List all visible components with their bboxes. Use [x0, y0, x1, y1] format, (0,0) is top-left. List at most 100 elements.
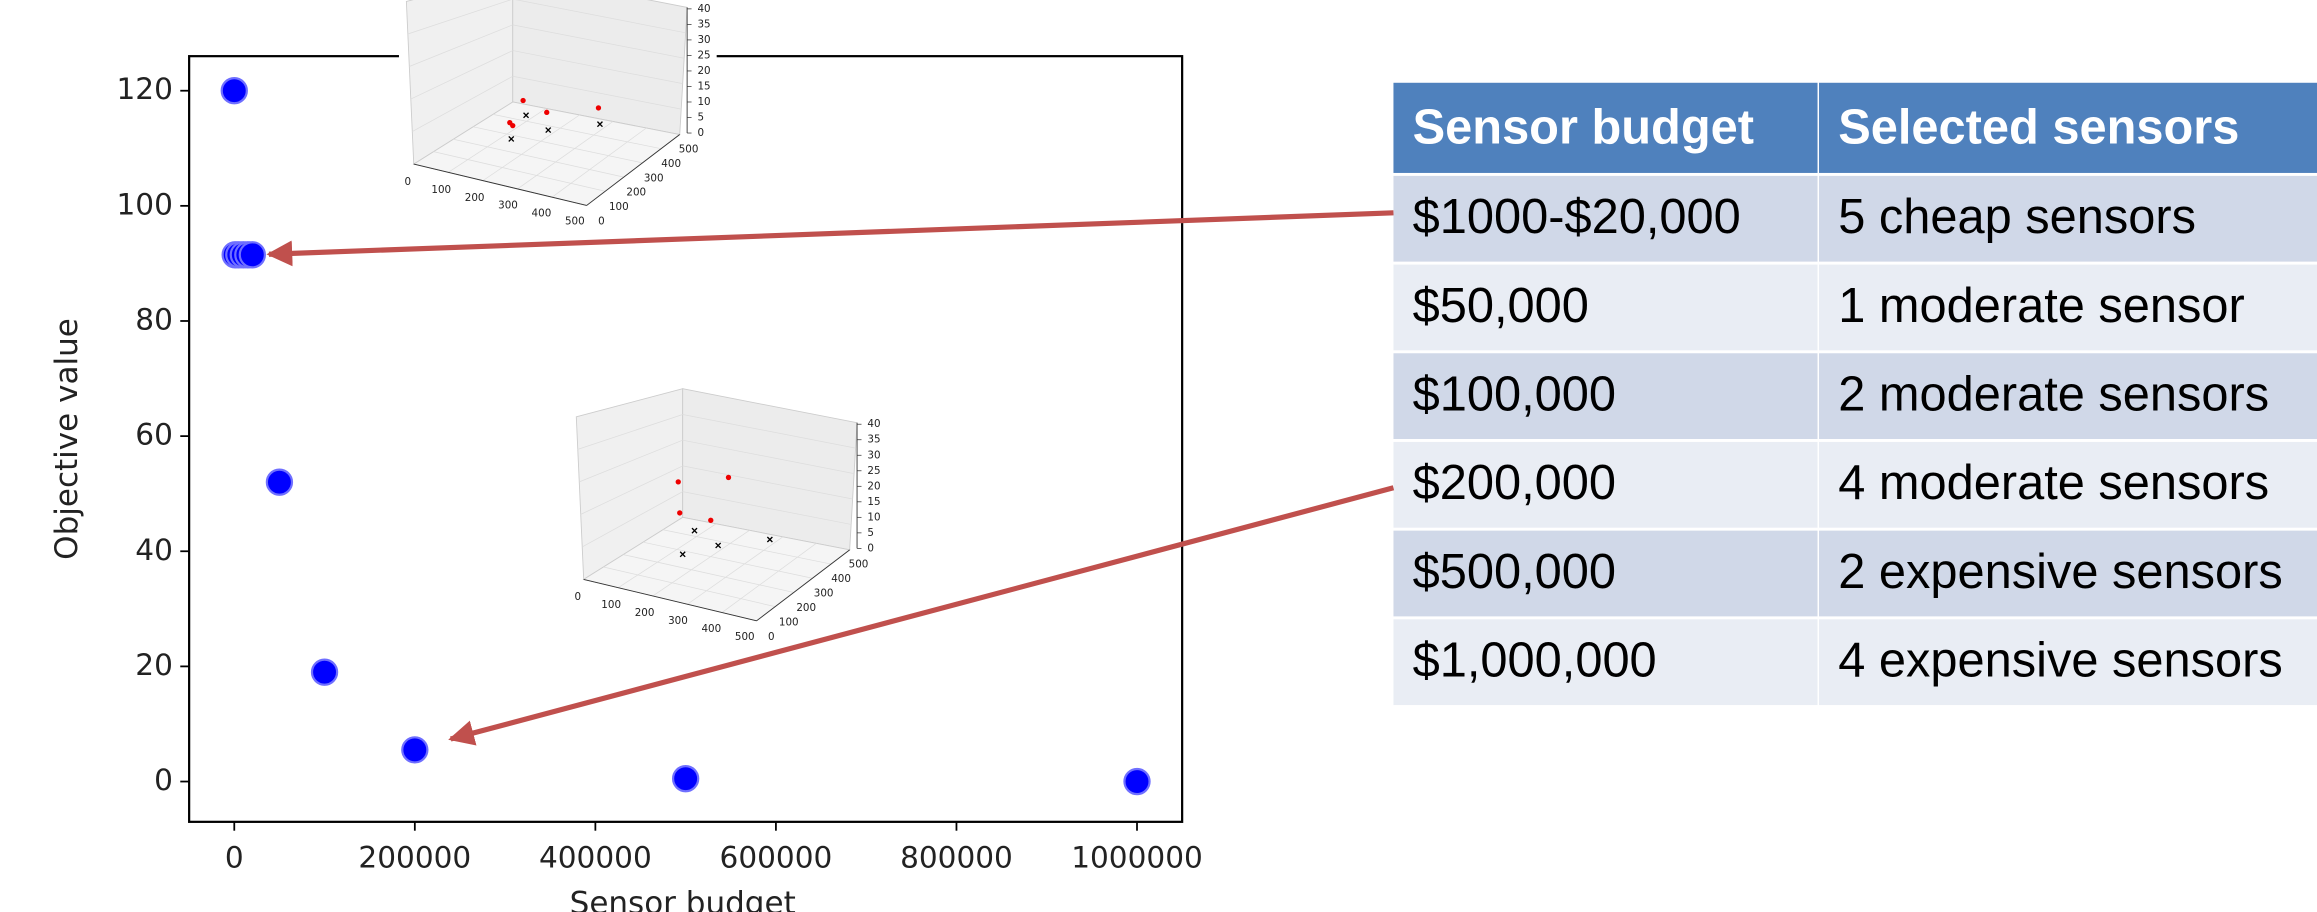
inset-cross [596, 121, 603, 128]
cell-text: $50,000 [1413, 279, 1589, 333]
y-tick-label: 60 [135, 418, 173, 452]
inset-plot: 0 100 200 300 400 500 0 100 200 300 400 500 0 5 10 15 20… [568, 381, 887, 648]
inset-cross [679, 551, 686, 558]
table-cell [1819, 175, 2317, 262]
cell-text: $1,000,000 [1413, 634, 1657, 688]
inset-grid [409, 24, 513, 67]
inset-y-tick-label: 500 [849, 559, 869, 571]
table: Sensor budget Selected sensors $1000-$20,0… [1393, 82, 2317, 706]
x-tick-label: 200000 [358, 840, 471, 874]
y-tick-label: 20 [135, 648, 173, 682]
inset-x-tick-label: 200 [635, 607, 655, 619]
inset-grid [687, 536, 784, 605]
x-axis-label: Sensor budget [570, 886, 796, 912]
cell-text: 1 moderate sensor [1838, 279, 2245, 333]
y-tick-label: 40 [135, 533, 173, 567]
inset-dot [675, 479, 681, 485]
inset-grid [682, 491, 852, 525]
inset-x-tick-label: 300 [498, 200, 518, 212]
table-cell [1393, 619, 1818, 706]
cell-text: 5 cheap sensors [1838, 190, 2196, 244]
inset-dot [520, 97, 526, 104]
inset-grid [517, 121, 614, 190]
inset-z-tick-label: 15 [867, 496, 880, 508]
inset-y-tick-label: 300 [814, 588, 834, 600]
inset-z-tick-label: 40 [867, 418, 880, 430]
inset-z-tick-label: 35 [867, 434, 880, 446]
table-cell [1393, 441, 1818, 528]
inset-z-tick-label: 40 [697, 3, 710, 15]
x-tick-label: 1000000 [1071, 840, 1203, 874]
table-cell [1819, 530, 2317, 617]
inset-grid [453, 138, 624, 178]
inset-grid [682, 439, 855, 474]
point [265, 468, 294, 496]
table-cell [1819, 264, 2317, 351]
point [401, 736, 429, 764]
inset-grid [682, 465, 853, 500]
inset-z-tick-label: 10 [867, 511, 880, 523]
table-cell [1819, 441, 2317, 528]
cell-text: 2 expensive sensors [1838, 545, 2282, 599]
inset-x-tick-label: 500 [565, 216, 585, 228]
inset-grid [577, 414, 683, 450]
inset-grid [492, 114, 662, 150]
inset-grid [410, 50, 513, 100]
inset-axis [583, 578, 757, 622]
point [1123, 767, 1151, 796]
inset-grid [603, 566, 776, 607]
inset-dot [510, 122, 516, 129]
inset-z-tick-label: 20 [697, 65, 710, 77]
inset-grid [551, 127, 647, 198]
inset-axis [756, 549, 850, 622]
inset-grid [721, 543, 817, 613]
y-tick-label: 100 [116, 187, 172, 221]
x-tick-label: 0 [225, 840, 244, 874]
y-tick-label: 0 [154, 763, 173, 797]
inset-grid [623, 554, 794, 593]
inset-z-tick-label: 15 [697, 80, 710, 92]
inset-x-tick-label: 100 [601, 599, 621, 611]
cell-text: $500,000 [1413, 545, 1616, 599]
inset-axis [413, 163, 587, 206]
inset-grid [580, 465, 683, 515]
y-tick-label: 80 [135, 302, 173, 336]
inset-z-tick-label: 25 [867, 465, 880, 477]
cell-text: $100,000 [1413, 368, 1616, 422]
inset-cross [766, 536, 773, 543]
x-tick-label: 600000 [720, 840, 833, 874]
inset-grid [579, 439, 683, 483]
inset-cross [715, 542, 722, 549]
inset-grid [448, 108, 547, 173]
inset-grid [582, 491, 683, 548]
x-tick-label: 800000 [900, 840, 1013, 874]
header-text: Selected sensors [1838, 101, 2239, 155]
inset-x-tick-label: 0 [574, 591, 581, 603]
header-cell [1393, 82, 1818, 173]
inset-grid [512, 75, 682, 110]
inset-y-tick-label: 500 [679, 143, 699, 155]
inset-y-tick-label: 100 [609, 201, 629, 213]
inset-grid [433, 151, 606, 192]
inset-y-tick-label: 0 [598, 216, 605, 228]
inset-grid [652, 530, 750, 597]
cell-text: $200,000 [1413, 456, 1616, 510]
inset-grid [643, 541, 813, 579]
x-tick-label: 400000 [539, 840, 652, 874]
inset-dot [595, 105, 602, 111]
cell-text: 2 moderate sensors [1838, 368, 2269, 422]
inset-y-tick-label: 200 [626, 187, 646, 199]
inset-grid [482, 114, 580, 181]
inset-grid [473, 126, 643, 164]
inset-z-tick-label: 30 [867, 449, 880, 461]
inset-y-tick-label: 0 [768, 631, 775, 643]
inset-x-tick-label: 300 [668, 615, 688, 627]
inset-y-tick-label: 200 [796, 602, 816, 614]
inset-z-tick-label: 10 [697, 96, 710, 108]
inset-dot [677, 510, 683, 516]
inset-x-tick-label: 400 [532, 208, 552, 220]
table-cell [1393, 175, 1818, 262]
inset-z-tick-label: 0 [867, 542, 874, 554]
